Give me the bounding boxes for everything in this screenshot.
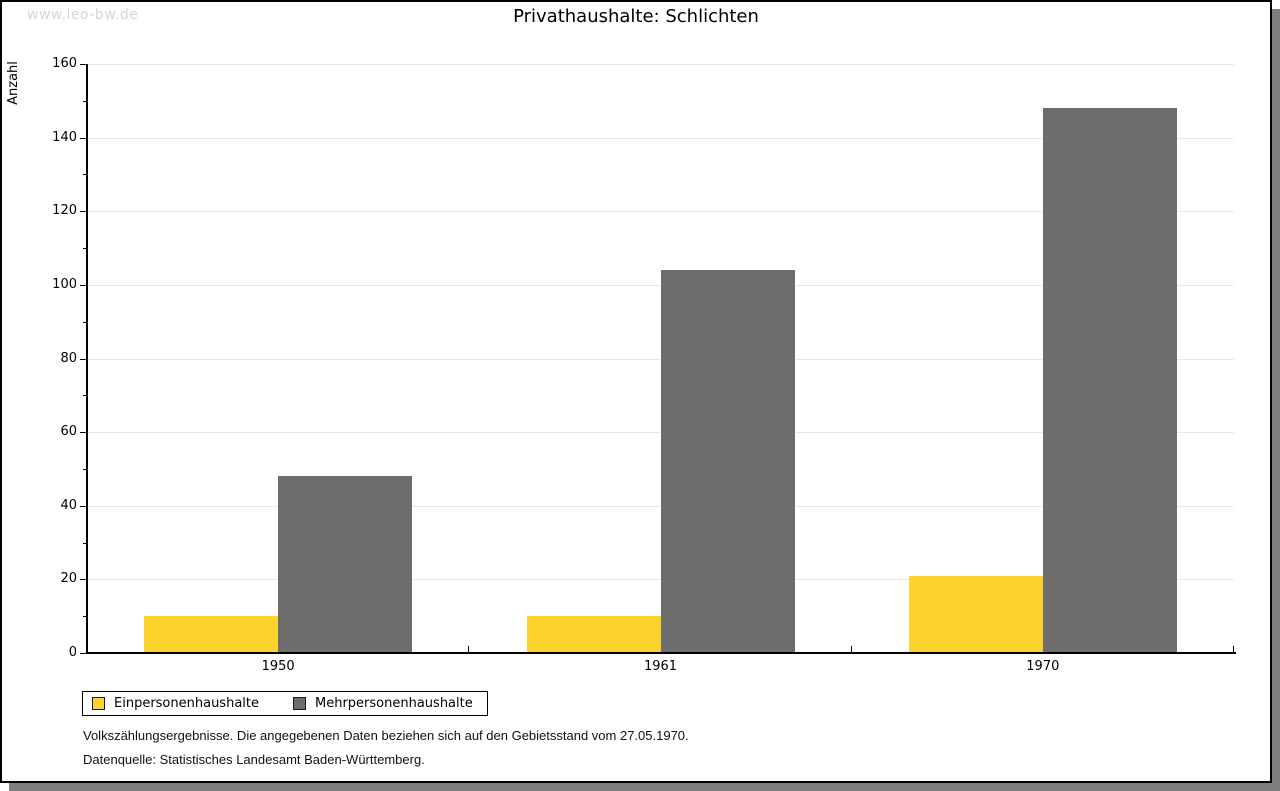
y-tick-0 xyxy=(80,653,87,654)
y-tick-label-60: 60 xyxy=(60,424,77,440)
x-category-label-1961: 1961 xyxy=(643,659,678,674)
y-tick-label-120: 120 xyxy=(52,203,77,219)
y-tick-label-100: 100 xyxy=(52,276,77,292)
gridline-y-140 xyxy=(87,137,1234,139)
y-tick-label-0: 0 xyxy=(68,645,77,660)
y-minor-tick-70 xyxy=(83,395,87,397)
y-tick-label-40: 40 xyxy=(60,497,77,513)
y-tick-100 xyxy=(80,284,87,286)
x-axis-line xyxy=(86,652,1236,654)
y-minor-tick-10 xyxy=(83,616,87,618)
chart-title: Privathaushalte: Schlichten xyxy=(513,6,759,27)
x-boundary-tick-1 xyxy=(468,646,470,652)
footnote-data-source: Datenquelle: Statistisches Landesamt Bad… xyxy=(83,752,425,767)
y-tick-label-140: 140 xyxy=(52,129,77,145)
bar-einpersonenhaushalte-1961 xyxy=(526,616,661,653)
legend-label: Einpersonenhaushalte xyxy=(114,696,259,711)
y-tick-label-20: 20 xyxy=(60,571,77,587)
y-tick-label-80: 80 xyxy=(60,350,77,366)
y-tick-120 xyxy=(80,211,87,213)
gridline-y-120 xyxy=(87,211,1234,213)
y-tick-40 xyxy=(80,505,87,507)
y-minor-tick-150 xyxy=(83,100,87,102)
watermark: www.leo-bw.de xyxy=(27,7,139,23)
panel-shadow-right xyxy=(1272,9,1280,791)
bar-einpersonenhaushalte-1950 xyxy=(144,616,279,653)
y-tick-60 xyxy=(80,432,87,434)
y-tick-140 xyxy=(80,137,87,139)
y-tick-label-160: 160 xyxy=(52,56,77,71)
y-minor-tick-90 xyxy=(83,321,87,323)
legend-swatch-icon xyxy=(92,697,105,710)
legend-label: Mehrpersonenhaushalte xyxy=(315,696,473,711)
y-minor-tick-110 xyxy=(83,248,87,250)
bar-mehrpersonenhaushalte-1961 xyxy=(660,270,795,653)
y-minor-tick-30 xyxy=(83,542,87,544)
x-boundary-tick-2 xyxy=(850,646,852,652)
y-minor-tick-50 xyxy=(83,468,87,470)
legend-swatch-icon xyxy=(293,697,306,710)
y-minor-tick-130 xyxy=(83,174,87,176)
panel-shadow-bottom xyxy=(9,783,1280,791)
y-tick-80 xyxy=(80,358,87,360)
y-axis-label: Anzahl xyxy=(6,61,21,105)
y-axis-line xyxy=(86,64,88,654)
footnote-source-note: Volkszählungsergebnisse. Die angegebenen… xyxy=(83,728,689,743)
bar-einpersonenhaushalte-1970 xyxy=(908,575,1043,653)
bar-mehrpersonenhaushalte-1970 xyxy=(1042,108,1177,653)
legend: Einpersonenhaushalte Mehrpersonenhaushalt… xyxy=(82,691,488,716)
y-tick-160 xyxy=(80,64,87,65)
legend-item-einpersonenhaushalte: Einpersonenhaushalte xyxy=(92,696,259,711)
x-category-label-1950: 1950 xyxy=(261,659,295,674)
y-tick-20 xyxy=(80,579,87,581)
gridline-y-160 xyxy=(87,64,1234,65)
x-boundary-tick-3 xyxy=(1233,646,1234,652)
x-category-label-1970: 1970 xyxy=(1026,659,1060,674)
bar-mehrpersonenhaushalte-1950 xyxy=(278,476,413,653)
legend-item-mehrpersonenhaushalte: Mehrpersonenhaushalte xyxy=(293,696,473,711)
